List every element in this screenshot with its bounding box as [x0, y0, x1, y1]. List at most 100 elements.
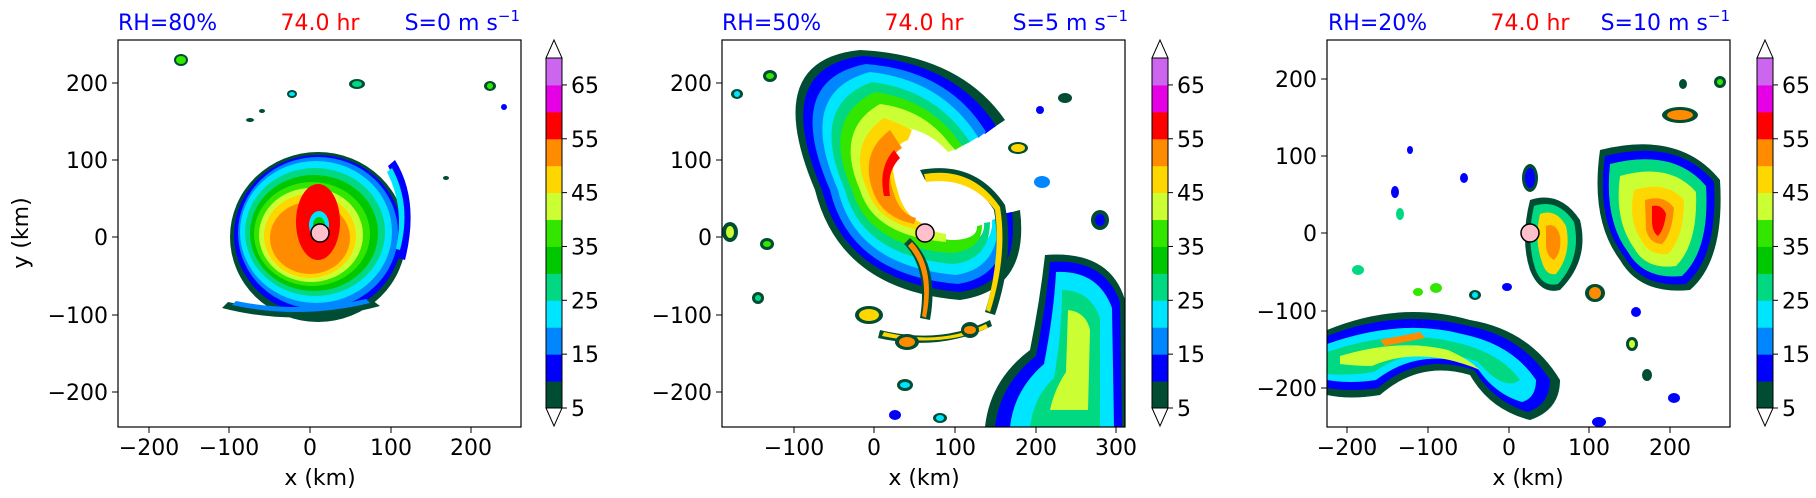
colorbar-bin: [546, 138, 562, 167]
colorbar-tick-label: 65: [1177, 74, 1205, 99]
panel-1-title-right: S=0 m s−1: [405, 7, 520, 36]
colorbar-2-blocks: [1152, 58, 1168, 409]
panel-1-cloud: [387, 168, 405, 250]
panel-1-cell: [352, 81, 362, 87]
colorbar-bin: [1152, 300, 1168, 328]
panel-3-x-axis: −200 −100 0 100 200 x (km): [1317, 427, 1691, 491]
colorbar-3: 5 15 25 35 45 55 65: [1756, 38, 1810, 428]
panel-1-xlabel: x (km): [284, 466, 355, 491]
panel-2-cloud: [908, 242, 929, 318]
panel-3-center-marker: [1520, 223, 1540, 243]
colorbar-1: 5 15 25 35 45 55 65: [545, 38, 599, 428]
colorbar-tick-label: 35: [1177, 235, 1205, 260]
colorbar-bin: [1152, 381, 1168, 409]
panel-1-ylabel: y (km): [9, 197, 34, 268]
panel-2-cloud: [1050, 310, 1090, 410]
colorbar-1-frame: [545, 57, 563, 409]
panel-3-cloud: [1380, 332, 1425, 346]
colorbar-bin: [1757, 58, 1773, 86]
panel-3-cell: [1592, 417, 1606, 427]
panel-2-cell: [889, 410, 901, 420]
colorbar-tick-label: 45: [1782, 182, 1810, 207]
panel-2-plot: [721, 39, 1126, 428]
panel-3-cell: [1352, 265, 1364, 275]
panel-2-title-right: S=5 m s−1: [1013, 7, 1128, 36]
colorbar-tick-label: 25: [1177, 289, 1205, 314]
panel-1-y-axis: 200 100 0 −100 −200 y (km): [9, 72, 118, 406]
colorbar-2-ticks: 5 15 25 35 45 55 65: [1168, 74, 1205, 422]
y-tick-label: 0: [1303, 222, 1317, 247]
colorbar-bin: [1757, 273, 1773, 301]
colorbar-1-top-extend: [545, 38, 563, 59]
colorbar-tick-label: 5: [1782, 397, 1796, 422]
panel-2-cell: [734, 91, 740, 97]
colorbar-bin: [1757, 381, 1773, 409]
colorbar-bin: [546, 84, 562, 113]
colorbar-bin: [546, 219, 562, 247]
y-tick-label: −100: [48, 304, 108, 329]
panel-3-cell: [1396, 208, 1404, 220]
panel-2-cell: [726, 226, 734, 238]
panel-2-cell: [964, 326, 976, 334]
panel-2-xlabel: x (km): [888, 466, 959, 491]
y-tick-label: 200: [670, 72, 712, 97]
colorbar-tick-label: 15: [1177, 343, 1205, 368]
y-tick-label: 200: [1275, 68, 1317, 93]
panel-3-title-right: S=10 m s−1: [1601, 7, 1730, 36]
panel-1-cloud: [232, 299, 370, 313]
colorbar-2-bottom-extend: [1151, 407, 1169, 428]
colorbar-bin: [546, 381, 562, 409]
panel-3-cell: [1413, 288, 1423, 296]
colorbar-tick-label: 55: [1177, 128, 1205, 153]
colorbar-bin: [1757, 300, 1773, 328]
panel-2-cell: [899, 337, 915, 347]
x-tick-label: 300: [1095, 436, 1137, 461]
panel-3: RH=20% 74.0 hr S=10 m s−1: [1257, 7, 1810, 491]
colorbar-bin: [1757, 111, 1773, 140]
panel-3-xlabel: x (km): [1492, 466, 1563, 491]
y-tick-label: 0: [698, 226, 712, 251]
x-tick-label: 100: [370, 436, 412, 461]
y-tick-label: 0: [94, 226, 108, 251]
panel-1: RH=80% 74.0 hr S=0 m s−1: [9, 7, 599, 491]
colorbar-bin: [1757, 84, 1773, 113]
colorbar-bin: [1152, 138, 1168, 167]
panel-2-cell: [763, 241, 771, 247]
panel-1-x-axis: −200 −100 0 100 200 x (km): [119, 427, 492, 491]
colorbar-tick-label: 5: [1177, 397, 1191, 422]
colorbar-tick-label: 55: [571, 128, 599, 153]
x-tick-label: 200: [1649, 436, 1691, 461]
colorbar-tick-label: 5: [571, 397, 585, 422]
panel-3-cell: [1502, 283, 1512, 291]
colorbar-bin: [1757, 165, 1773, 194]
panel-1-cell: [176, 56, 186, 64]
y-tick-label: −200: [48, 381, 108, 406]
colorbar-tick-label: 15: [1782, 343, 1810, 368]
colorbar-3-frame: [1756, 57, 1774, 409]
panel-2-title-left: RH=50%: [722, 11, 821, 36]
x-tick-label: 100: [1568, 436, 1610, 461]
panel-1-cell: [443, 176, 449, 180]
panel-2-cell: [1058, 93, 1072, 103]
panel-1-frame: [117, 39, 522, 428]
panel-3-cell: [1407, 146, 1413, 154]
colorbar-bin: [1152, 192, 1168, 221]
x-tick-label: 200: [1015, 436, 1057, 461]
panel-1-cloud: [222, 300, 380, 318]
panel-2-cell: [859, 309, 879, 321]
y-tick-label: 100: [1275, 145, 1317, 170]
colorbar-bin: [546, 165, 562, 194]
colorbar-1-blocks: [546, 58, 562, 409]
colorbar-bin: [1152, 246, 1168, 274]
colorbar-1-bottom-extend: [545, 407, 563, 428]
panel-2-cell: [1036, 106, 1044, 114]
panel-2-cell: [936, 415, 944, 421]
colorbar-2-frame: [1151, 57, 1169, 409]
panel-1-cell: [487, 83, 493, 89]
colorbar-bin: [1152, 219, 1168, 247]
x-tick-label: 0: [303, 436, 317, 461]
panel-3-plot: [1326, 39, 1731, 428]
panel-1-cell: [289, 92, 295, 96]
colorbar-bin: [1152, 111, 1168, 140]
panel-3-cell: [1642, 369, 1652, 381]
